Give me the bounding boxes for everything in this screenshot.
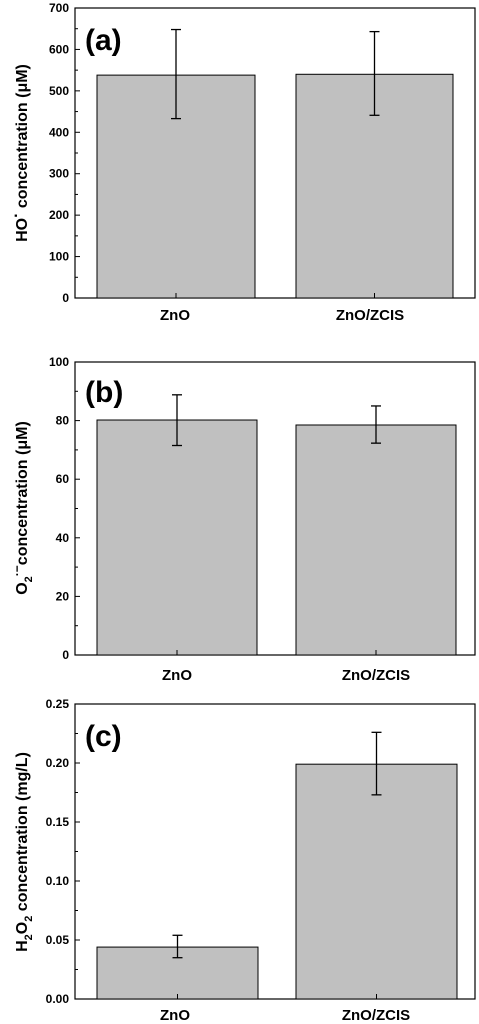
y-tick-label: 100 (49, 250, 69, 264)
panel-b-y-ticks: 0 20 40 60 80 100 (49, 355, 377, 662)
y-tick-label: 60 (56, 472, 70, 486)
y-tick-label: 0.10 (46, 874, 70, 888)
panel-b-y-axis-label: O2·−concentration (μM) (10, 421, 35, 595)
y-tick-label: 0 (62, 291, 69, 305)
panel-c-category-label: ZnO (160, 1007, 190, 1024)
y-tick-label: 40 (56, 531, 70, 545)
bar (96, 419, 258, 656)
panel-c: (c) H2O2 concentration (mg/L) 0.000.050.… (14, 697, 476, 1024)
y-tick-label: 300 (49, 167, 69, 181)
y-tick-label: 700 (49, 1, 69, 15)
y-tick-label: 100 (49, 355, 69, 369)
panel-a-error-bars (171, 28, 380, 120)
bar (295, 424, 457, 656)
panel-a-category-label: ZnO (160, 307, 190, 324)
panel-a-label: (a) (85, 24, 122, 57)
y-tick-label: 500 (49, 84, 69, 98)
panel-b: (b) O2·−concentration (μM) 020406080100 … (10, 355, 476, 684)
y-tick-label: 0.15 (46, 815, 70, 829)
panel-c-error-bars (172, 731, 382, 959)
y-tick-label: 0.00 (46, 992, 70, 1006)
panel-c-label: (c) (85, 720, 122, 753)
bar (295, 763, 458, 1000)
y-tick-label: 80 (56, 414, 70, 428)
y-tick-label: 0.05 (46, 933, 70, 947)
panel-c-y-axis-label: H2O2 concentration (mg/L) (14, 752, 35, 952)
panel-a-bars (96, 73, 454, 299)
y-tick-label: 0 (62, 648, 69, 662)
panel-a-category-label: ZnO/ZCIS (336, 307, 404, 324)
panel-a-y-ticks: 0 100 200 300 400 500 600 700 (49, 1, 375, 305)
panel-c-bars (96, 763, 458, 1000)
panel-c-category-label: ZnO/ZCIS (342, 1007, 410, 1024)
y-tick-label: 200 (49, 208, 69, 222)
panel-a-y-axis-label: HO· concentration (μM) (8, 64, 31, 242)
y-tick-label: 20 (56, 589, 70, 603)
panel-b-bars (96, 419, 457, 656)
y-tick-label: 400 (49, 125, 69, 139)
y-tick-label: 0.25 (46, 697, 70, 711)
panel-b-label: (b) (85, 376, 123, 409)
y-tick-label: 600 (49, 42, 69, 56)
panel-b-error-bars (172, 394, 381, 447)
panel-a: (a) HO· concentration (μM) 0 100 200 300 400… (8, 1, 476, 324)
panel-b-category-label: ZnO (162, 667, 192, 684)
panel-c-y-ticks: 0.00 0.05 0.10 0.15 0.20 0.25 (46, 697, 377, 1006)
y-tick-label: 0.20 (46, 756, 70, 770)
panel-b-category-label: ZnO/ZCIS (342, 667, 410, 684)
